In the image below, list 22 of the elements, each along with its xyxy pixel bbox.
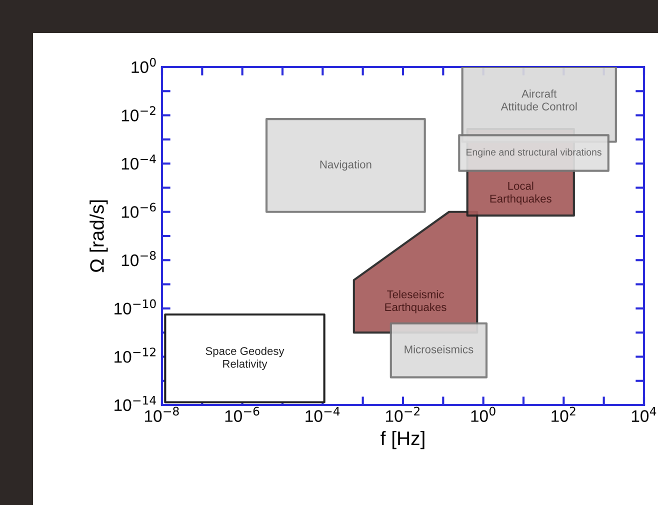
x-axis-title: f [Hz] xyxy=(380,430,424,450)
series-label: Navigation xyxy=(320,160,372,171)
y-tick-label: 10$^{−2}$ xyxy=(122,106,156,122)
y-tick-label: 10$^{−4}$ xyxy=(122,154,156,170)
series-label: Space Geodesy Relativity xyxy=(206,346,284,370)
y-tick-label: 10$^{0}$ xyxy=(132,58,156,74)
x-tick-label: 10$^{4}$ xyxy=(632,406,656,422)
x-tick-label: 10$^{2}$ xyxy=(552,406,576,422)
x-tick-label: 10$^{0}$ xyxy=(471,406,496,422)
series-label: Teleseismic Earthquakes xyxy=(385,290,446,314)
series-label: Aircraft Attitude Control xyxy=(500,90,577,110)
y-tick-label: 10$^{−8}$ xyxy=(122,251,156,266)
x-tick-label: 10$^{−2}$ xyxy=(386,406,420,422)
series-label: Microseismics xyxy=(404,345,474,354)
y-tick-label: 10$^{−12}$ xyxy=(114,348,156,363)
series-label: Local Earthquakes xyxy=(490,182,552,205)
x-tick-label: 10$^{−4}$ xyxy=(306,406,340,422)
x-tick-label: 10$^{−6}$ xyxy=(225,406,260,422)
series-label: Engine and structural vibrations xyxy=(466,148,602,158)
y-axis-title: Ω [rad/s] xyxy=(90,200,108,272)
y-tick-label: 10$^{−10}$ xyxy=(114,299,156,315)
y-tick-label: 10$^{−6}$ xyxy=(122,202,156,218)
